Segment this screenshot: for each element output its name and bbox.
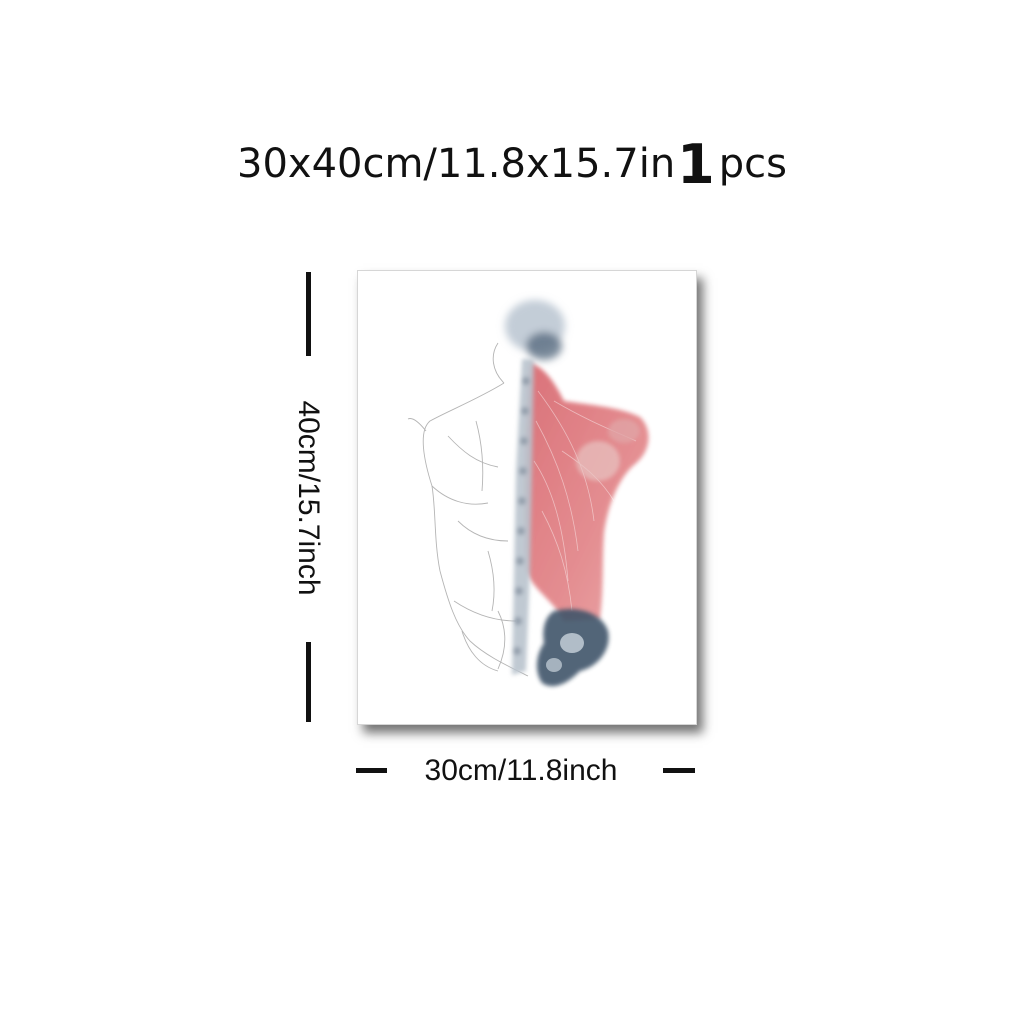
width-dimension-line-right [663, 768, 695, 773]
width-dimension-label: 30cm/11.8inch [424, 754, 618, 787]
size-heading: 30x40cm/11.8x15.7in1 pcs [0, 136, 1024, 193]
height-dimension-line-top [306, 272, 311, 356]
anatomy-illustration [407, 300, 649, 687]
back-muscles [524, 363, 649, 621]
spine [512, 359, 534, 675]
pelvis-bone [536, 609, 609, 687]
head-wash [505, 300, 565, 360]
body-sketch-outline [407, 342, 529, 677]
quantity-unit: pcs [718, 141, 787, 187]
canvas-print [357, 270, 697, 725]
width-dimension-line-left [356, 768, 387, 773]
size-text: 30x40cm/11.8x15.7in [237, 141, 676, 187]
height-dimension-label: 40cm/15.7inch [292, 400, 325, 596]
height-dimension-line-bottom [306, 642, 311, 722]
quantity-number: 1 [677, 133, 715, 196]
